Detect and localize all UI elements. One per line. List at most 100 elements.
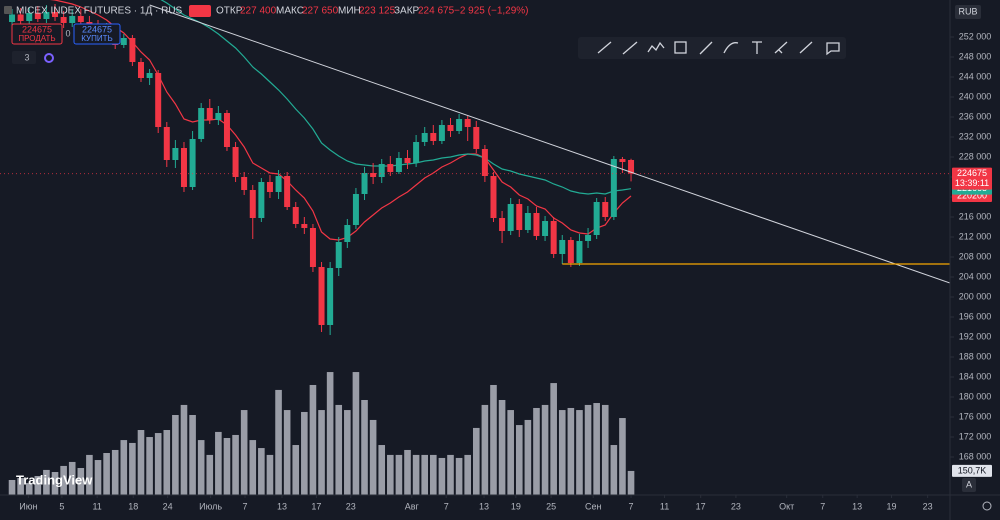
x-tick-label: 23 <box>923 501 933 511</box>
open-value: 227 400 <box>240 6 277 17</box>
volume-bar <box>541 404 549 495</box>
volume-bar <box>361 399 368 495</box>
tool-brush[interactable] <box>699 41 713 55</box>
volume-bar <box>507 410 514 495</box>
tool-text[interactable] <box>752 41 762 54</box>
moving-average <box>160 0 632 195</box>
y-tick-label: 200 000 <box>959 291 992 301</box>
candle-body <box>52 12 59 17</box>
volume-bar <box>610 445 618 495</box>
tool-trendline[interactable] <box>597 41 612 54</box>
toolbar-icons <box>597 41 840 56</box>
price-tag-label: 220200 <box>957 190 987 200</box>
y-tick-label: 252 000 <box>959 31 992 41</box>
volume-bar <box>352 372 360 495</box>
volume-bar <box>438 457 446 495</box>
volume-bar <box>490 384 497 495</box>
sell-button[interactable] <box>11 23 63 45</box>
candle-body <box>542 221 549 236</box>
indicators-toggle[interactable] <box>12 51 36 64</box>
tool-ray[interactable] <box>622 41 638 55</box>
candle-body <box>361 173 368 194</box>
candle-body <box>120 38 127 45</box>
volume-bar <box>627 470 635 495</box>
volume-bar <box>524 419 532 495</box>
y-tick-label: 248 000 <box>959 51 992 61</box>
candle-body <box>34 13 41 19</box>
y-tick-label: 208 000 <box>959 251 992 261</box>
volume-bar <box>258 448 265 495</box>
tool-arc[interactable] <box>723 42 739 54</box>
volume-bar <box>60 465 67 495</box>
candle-body <box>481 149 488 176</box>
y-tick-label: 192 000 <box>959 331 992 341</box>
auto-button[interactable] <box>962 478 976 492</box>
tool-measure[interactable] <box>774 41 788 54</box>
tool-path[interactable] <box>647 41 665 53</box>
countdown: 13:39:11 <box>955 178 989 188</box>
candle-body <box>370 173 377 177</box>
auto-label: A <box>966 479 972 489</box>
candle-body <box>447 125 454 131</box>
candle-body <box>499 218 506 231</box>
y-tick-label: 228 000 <box>959 151 992 161</box>
low-label: МИН <box>338 6 361 17</box>
x-tick-label: Окт <box>779 501 794 511</box>
candle-body <box>60 17 67 23</box>
volume-bar <box>215 431 222 495</box>
x-tick-label: Сен <box>585 501 602 511</box>
low-value: 223 125 <box>359 6 396 17</box>
settings-icon[interactable] <box>982 501 992 511</box>
volume-bar <box>421 454 429 495</box>
volume-bar <box>180 404 188 495</box>
buy-button[interactable] <box>73 23 121 45</box>
indicators-count: 3 <box>24 52 29 62</box>
candle-body <box>266 182 273 192</box>
drawing-toolbar <box>578 37 846 59</box>
close-label: ЗАКР <box>394 6 420 17</box>
alert-icon[interactable] <box>189 5 211 17</box>
candle-body <box>550 221 557 254</box>
volume-bar <box>515 425 523 495</box>
trendline <box>149 4 950 284</box>
high-label: МАКС <box>276 6 304 17</box>
candle-body <box>490 176 497 218</box>
candle-body <box>567 240 574 263</box>
x-tick-label: 23 <box>731 501 741 511</box>
currency: RUB <box>958 6 977 16</box>
volume-bar <box>344 410 351 495</box>
candle-body <box>258 182 265 218</box>
x-tick-label: 11 <box>660 501 669 511</box>
volume-bar <box>34 475 42 495</box>
open-label: ОТКР <box>216 6 243 17</box>
currency-box[interactable] <box>955 5 981 19</box>
volume-bar <box>619 418 626 495</box>
x-tick-label: 13 <box>852 501 862 511</box>
tool-pen[interactable] <box>799 41 813 54</box>
candle-body <box>421 133 428 142</box>
high-value: 227 650 <box>302 6 339 17</box>
candle-body <box>335 242 342 268</box>
candle-body <box>404 158 411 163</box>
tool-rect[interactable] <box>674 41 687 54</box>
x-tick-label: 25 <box>546 501 556 511</box>
indicator-icon[interactable] <box>44 53 54 63</box>
volume-bar <box>163 430 171 495</box>
candle-body <box>628 160 635 174</box>
tool-note[interactable] <box>826 42 840 56</box>
volume-bar <box>378 445 386 495</box>
y-tick-label: 176 000 <box>959 411 992 421</box>
volume-bar <box>447 454 454 495</box>
y-tick-label: 196 000 <box>959 311 992 321</box>
candle-body <box>275 176 282 192</box>
volume-bar <box>567 407 575 495</box>
candle-body <box>309 228 316 267</box>
x-tick-label: 19 <box>887 501 897 511</box>
candle-body <box>456 119 463 131</box>
volume-bar <box>77 468 85 495</box>
candle-body <box>284 176 291 207</box>
candle-body <box>249 190 256 218</box>
candle-body <box>43 12 50 19</box>
